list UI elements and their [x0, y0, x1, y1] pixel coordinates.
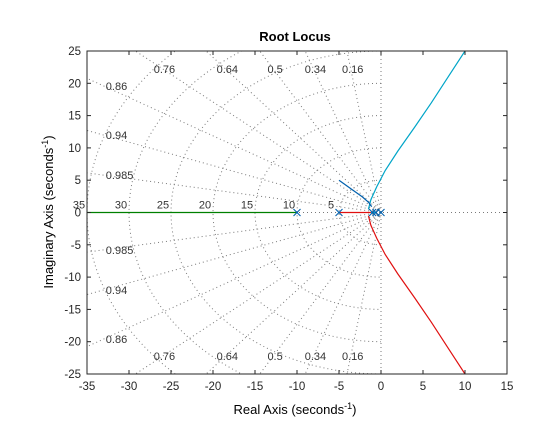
locus-branch-1 — [367, 215, 466, 374]
damping-label-left-upper: 0.985 — [106, 170, 134, 182]
damping-label-top: 0.76 — [154, 64, 175, 76]
x-tick-label: -20 — [205, 381, 222, 393]
damping-label-bottom: 0.76 — [154, 351, 175, 363]
pole-stroke — [377, 208, 385, 217]
frequency-label: 30 — [115, 200, 127, 212]
damping-label-left-upper: 0.86 — [106, 81, 127, 93]
x-axis-label-sup: -1 — [344, 401, 352, 411]
y-tick-label: -10 — [64, 272, 81, 284]
y-tick-label: 5 — [75, 175, 81, 187]
damping-label-left-lower: 0.985 — [106, 245, 134, 257]
pole-stroke — [368, 208, 377, 217]
y-tick-label: 20 — [68, 78, 81, 90]
x-tick-label: -30 — [121, 381, 138, 393]
x-tick-label: 15 — [501, 381, 514, 393]
frequency-label: 10 — [283, 200, 295, 212]
frequency-label: 5 — [328, 200, 334, 212]
y-tick-label: -15 — [64, 304, 81, 316]
damping-label-bottom: 0.34 — [305, 351, 326, 363]
damping-label-bottom: 0.5 — [267, 351, 282, 363]
x-tick-label: -35 — [79, 381, 96, 393]
x-tick-label: -25 — [163, 381, 180, 393]
damping-label-top: 0.5 — [267, 64, 282, 76]
pole-stroke — [335, 208, 343, 217]
y-axis-label: Imaginary Axis (seconds-1) — [40, 135, 56, 288]
x-tick-label: 0 — [378, 381, 384, 393]
x-axis-label-main: Real Axis (seconds — [234, 402, 345, 417]
damping-ray — [134, 212, 382, 374]
pole-marker-0 — [293, 208, 301, 217]
damping-label-top: 0.64 — [217, 64, 238, 76]
chart-title: Root Locus — [259, 29, 331, 44]
pole-marker-2 — [368, 208, 377, 217]
pole-marker-1 — [335, 208, 343, 217]
x-tick-label: 10 — [459, 381, 472, 393]
y-tick-label: 15 — [68, 111, 81, 123]
damping-label-bottom: 0.64 — [217, 351, 238, 363]
y-axis-label-close: ) — [41, 135, 56, 139]
x-tick-label: -5 — [334, 381, 344, 393]
damping-label-top: 0.34 — [305, 64, 326, 76]
pole-marker-4 — [377, 208, 385, 217]
pole-stroke — [293, 208, 301, 217]
damping-label-top: 0.16 — [342, 64, 363, 76]
y-axis-label-sup: -1 — [40, 140, 50, 148]
x-tick-label: -10 — [289, 381, 306, 393]
damping-ray — [134, 51, 382, 213]
frequency-label: 25 — [157, 200, 169, 212]
locus-branch-0 — [367, 51, 466, 210]
y-axis-label-main: Imaginary Axis (seconds — [41, 147, 56, 288]
y-tick-label: 0 — [75, 208, 81, 220]
locus-branch-2 — [338, 179, 373, 208]
y-tick-label: 10 — [68, 143, 81, 155]
y-tick-label: -5 — [71, 240, 81, 252]
x-tick-label: 5 — [420, 381, 426, 393]
frequency-label: 15 — [241, 200, 253, 212]
damping-label-bottom: 0.16 — [342, 351, 363, 363]
frequency-label: 20 — [199, 200, 211, 212]
y-tick-label: -25 — [64, 369, 81, 381]
x-tick-label: -15 — [247, 381, 264, 393]
x-axis-label: Real Axis (seconds-1) — [234, 401, 357, 417]
damping-label-left-upper: 0.94 — [106, 130, 127, 142]
frequency-label: 35 — [73, 200, 85, 212]
y-tick-label: 25 — [68, 46, 81, 58]
x-axis-label-close: ) — [352, 402, 356, 417]
damping-label-left-lower: 0.86 — [106, 334, 127, 346]
y-tick-label: -20 — [64, 337, 81, 349]
damping-label-left-lower: 0.94 — [106, 285, 127, 297]
